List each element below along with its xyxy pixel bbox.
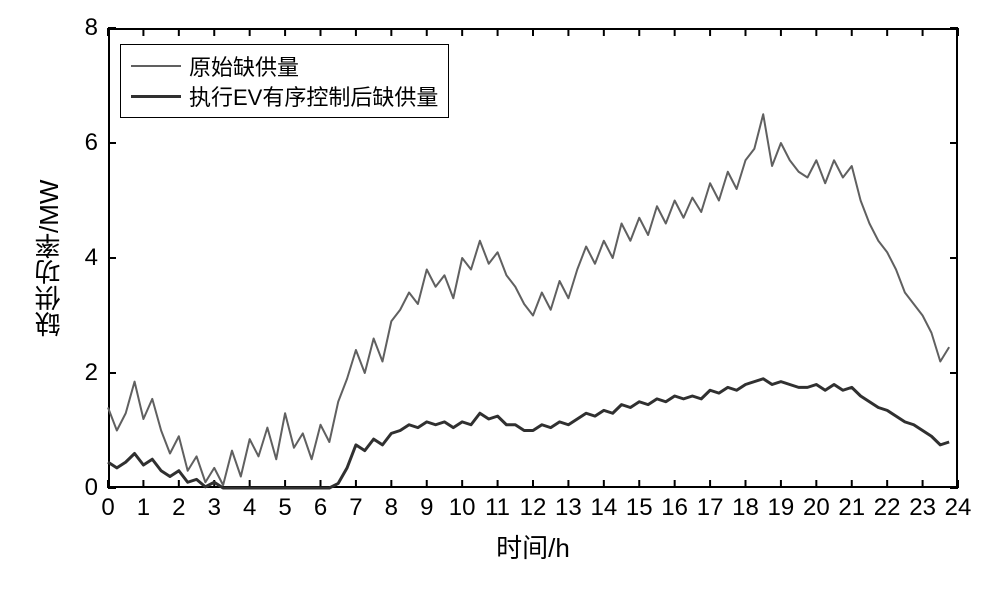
- legend-line-swatch: [131, 95, 181, 98]
- x-tick-label: 6: [301, 494, 341, 522]
- x-tick-label: 18: [726, 494, 766, 522]
- x-tick-label: 22: [867, 494, 907, 522]
- series-line: [108, 379, 949, 488]
- y-tick-label: 4: [58, 244, 98, 272]
- chart-container: 缺供功率/MW 时间/h 原始缺供量执行EV有序控制后缺供量 012345678…: [0, 0, 1000, 602]
- x-tick-label: 7: [336, 494, 376, 522]
- x-axis-label: 时间/h: [473, 528, 593, 565]
- legend-item: 原始缺供量: [131, 51, 438, 81]
- x-tick-label: 14: [584, 494, 624, 522]
- x-tick-label: 8: [371, 494, 411, 522]
- x-tick-label: 11: [478, 494, 518, 522]
- legend: 原始缺供量执行EV有序控制后缺供量: [120, 44, 449, 118]
- y-tick-label: 2: [58, 359, 98, 387]
- x-tick-label: 1: [123, 494, 163, 522]
- legend-item: 执行EV有序控制后缺供量: [131, 81, 438, 111]
- x-tick-label: 17: [690, 494, 730, 522]
- x-tick-label: 19: [761, 494, 801, 522]
- x-tick-label: 12: [513, 494, 553, 522]
- legend-line-swatch: [131, 65, 181, 67]
- x-tick-label: 4: [230, 494, 270, 522]
- x-tick-label: 2: [159, 494, 199, 522]
- x-tick-label: 3: [194, 494, 234, 522]
- x-tick-label: 24: [938, 494, 978, 522]
- y-tick-label: 0: [58, 474, 98, 502]
- legend-label: 原始缺供量: [189, 50, 299, 82]
- x-tick-label: 15: [619, 494, 659, 522]
- x-tick-label: 10: [442, 494, 482, 522]
- x-tick-label: 13: [548, 494, 588, 522]
- x-tick-label: 5: [265, 494, 305, 522]
- y-tick-label: 6: [58, 129, 98, 157]
- x-tick-label: 23: [903, 494, 943, 522]
- x-tick-label: 21: [832, 494, 872, 522]
- x-tick-label: 20: [796, 494, 836, 522]
- x-tick-label: 9: [407, 494, 447, 522]
- legend-label: 执行EV有序控制后缺供量: [189, 80, 438, 112]
- x-tick-label: 16: [655, 494, 695, 522]
- y-tick-label: 8: [58, 14, 98, 42]
